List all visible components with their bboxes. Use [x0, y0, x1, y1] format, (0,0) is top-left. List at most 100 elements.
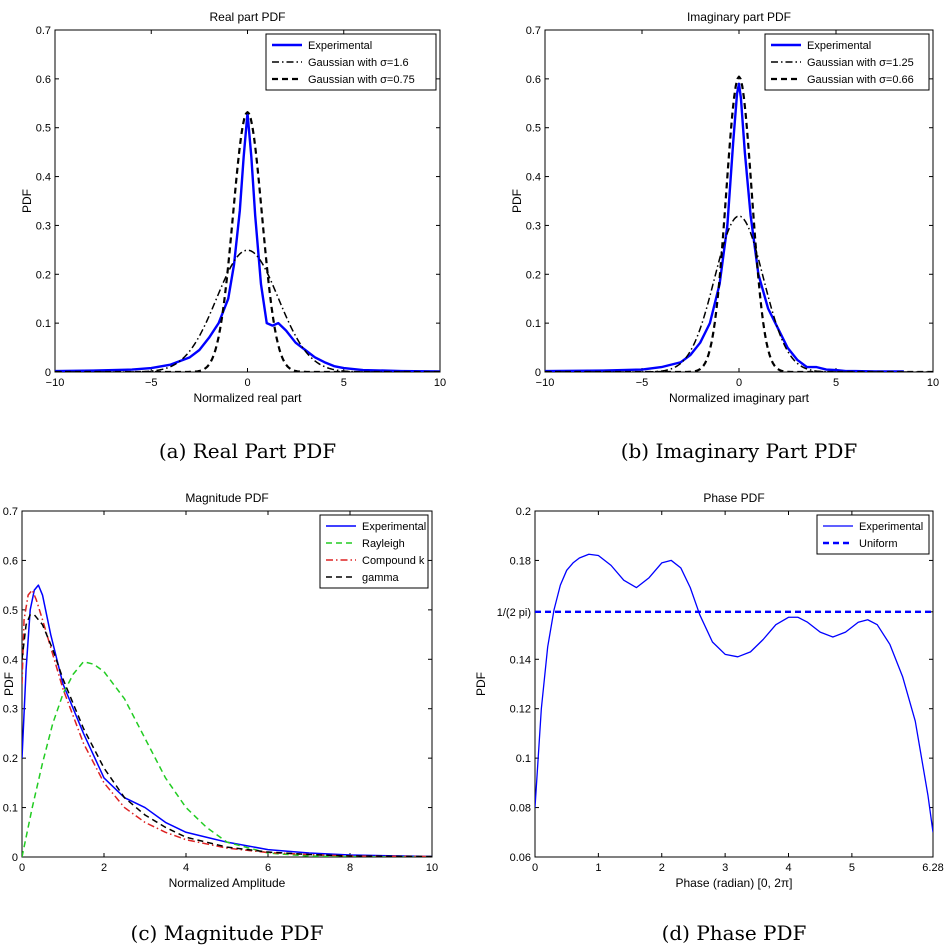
- y-tick-label: 0.2: [36, 269, 51, 281]
- y-tick-label: 0.7: [36, 25, 51, 37]
- panel-real-part-pdf: Real part PDF −10 −5 0 5 10 0 0.1 0.2 0.3 0.4 0.5 0.…: [20, 10, 446, 463]
- y-axis-label: PDF: [20, 189, 34, 213]
- panel-caption: (d) Phase PDF: [662, 921, 807, 945]
- x-tick-label: 5: [833, 377, 839, 389]
- legend-label: Gaussian with σ=0.66: [807, 74, 914, 86]
- x-tick-label: 3: [722, 862, 728, 874]
- legend: Experimental Uniform: [816, 514, 930, 555]
- y-tick-label: 0.2: [3, 753, 18, 765]
- chart-title: Imaginary part PDF: [687, 10, 791, 24]
- series-line: [22, 584, 432, 857]
- legend-label: Experimental: [362, 521, 426, 533]
- y-tick-label: 0.5: [3, 605, 18, 617]
- panel-caption: (a) Real Part PDF: [159, 439, 336, 463]
- x-tick-label: 4: [785, 862, 791, 874]
- panel-imaginary-part-pdf: Imaginary part PDF −10 −5 0 5 10 0 0.1 0.2 0.3 0.4…: [510, 10, 939, 463]
- x-tick-label: 10: [434, 377, 446, 389]
- series-line: [55, 111, 440, 372]
- y-axis-label: PDF: [474, 672, 488, 696]
- y-tick-label: 0.3: [36, 220, 51, 232]
- y-tick-label: 0.1: [3, 803, 18, 815]
- x-axis-label: Normalized real part: [193, 391, 302, 405]
- x-tick-label: 0: [736, 377, 742, 389]
- x-tick-label: 2: [659, 862, 665, 874]
- y-tick-label: 0.4: [3, 654, 18, 666]
- y-tick-label: 0.4: [36, 172, 51, 184]
- series-group: [55, 111, 440, 372]
- legend: Experimental Gaussian with σ=1.6 Gaussian …: [265, 33, 437, 91]
- legend-box: [319, 514, 429, 589]
- legend-label: Uniform: [859, 538, 898, 550]
- legend-label: Gaussian with σ=1.25: [807, 57, 914, 69]
- panel-phase-pdf: Phase PDF 0 1 2 3 4 5 6.28 0.06 0.08 0.1 0.12 0.14 1/…: [474, 491, 944, 945]
- panel-caption: (c) Magnitude PDF: [131, 921, 324, 945]
- x-tick-label: 6.28: [922, 862, 943, 874]
- series-line: [535, 553, 933, 833]
- legend: Experimental Gaussian with σ=1.25 Gaussian…: [764, 33, 930, 91]
- legend-label: Rayleigh: [362, 538, 405, 550]
- y-tick-label: 0.12: [510, 704, 531, 716]
- y-tick-label: 0.06: [510, 852, 531, 864]
- legend-label: gamma: [362, 572, 400, 584]
- legend-box: [816, 514, 930, 555]
- legend-label: Experimental: [308, 40, 372, 52]
- legend-label: Experimental: [859, 521, 923, 533]
- y-tick-label: 0: [12, 852, 18, 864]
- y-tick-label: 0.1: [526, 318, 541, 330]
- x-axis-label: Phase (radian) [0, 2π]: [675, 876, 792, 890]
- x-tick-label: 1: [595, 862, 601, 874]
- y-tick-label: 0.5: [36, 123, 51, 135]
- series-group: [545, 75, 933, 372]
- legend-label: Compound k: [362, 555, 425, 567]
- y-tick-label: 0.7: [526, 25, 541, 37]
- y-tick-label: 0.7: [3, 506, 18, 518]
- legend-label: Experimental: [807, 40, 871, 52]
- legend-label: Gaussian with σ=1.6: [308, 57, 409, 69]
- series-line: [22, 661, 432, 857]
- y-tick-label: 0.5: [526, 123, 541, 135]
- x-tick-label: 8: [347, 862, 353, 874]
- y-tick-label: 0.4: [526, 172, 541, 184]
- x-tick-label: −10: [536, 377, 555, 389]
- x-tick-label: 2: [101, 862, 107, 874]
- y-tick-label: 0.14: [510, 654, 531, 666]
- x-tick-label: 0: [19, 862, 25, 874]
- y-tick-label: 0.1: [516, 753, 531, 765]
- y-tick-label: 0.6: [36, 74, 51, 86]
- legend-box: [265, 33, 437, 91]
- legend-label: Gaussian with σ=0.75: [308, 74, 415, 86]
- y-tick-label: 0.18: [510, 555, 531, 567]
- x-tick-label: 5: [849, 862, 855, 874]
- legend: Experimental Rayleigh Compound k gamma: [319, 514, 429, 589]
- chart-title: Phase PDF: [703, 491, 764, 505]
- x-tick-label: −10: [46, 377, 65, 389]
- y-tick-label: 0.08: [510, 803, 531, 815]
- y-tick-label: 0.3: [3, 704, 18, 716]
- y-tick-label: 0.2: [516, 506, 531, 518]
- y-tick-label: 0.6: [526, 74, 541, 86]
- panel-magnitude-pdf: Magnitude PDF 0 2 4 6 8 10 0 0.1 0.2 0.3 0.4 0.5 0.6 0…: [2, 491, 438, 945]
- y-tick-label: 0.1: [36, 318, 51, 330]
- x-tick-label: −5: [145, 377, 158, 389]
- y-tick-label: 0: [535, 367, 541, 379]
- y-axis-label: PDF: [510, 189, 524, 213]
- y-tick-label: 0: [45, 367, 51, 379]
- x-tick-label: 0: [532, 862, 538, 874]
- x-tick-label: 10: [426, 862, 438, 874]
- series-group: [22, 584, 432, 857]
- x-tick-label: −5: [636, 377, 649, 389]
- series-line: [545, 75, 933, 372]
- y-tick-label: 0.3: [526, 220, 541, 232]
- x-tick-label: 10: [927, 377, 939, 389]
- x-tick-label: 0: [244, 377, 250, 389]
- x-axis-label: Normalized imaginary part: [669, 391, 810, 405]
- x-tick-label: 4: [183, 862, 189, 874]
- plot-frame: [534, 510, 934, 858]
- y-tick-label: 1/(2 pi): [497, 607, 531, 619]
- y-tick-label: 0.6: [3, 555, 18, 567]
- chart-title: Real part PDF: [209, 10, 285, 24]
- series-line: [545, 82, 904, 372]
- chart-title: Magnitude PDF: [185, 491, 268, 505]
- y-axis-label: PDF: [2, 672, 16, 696]
